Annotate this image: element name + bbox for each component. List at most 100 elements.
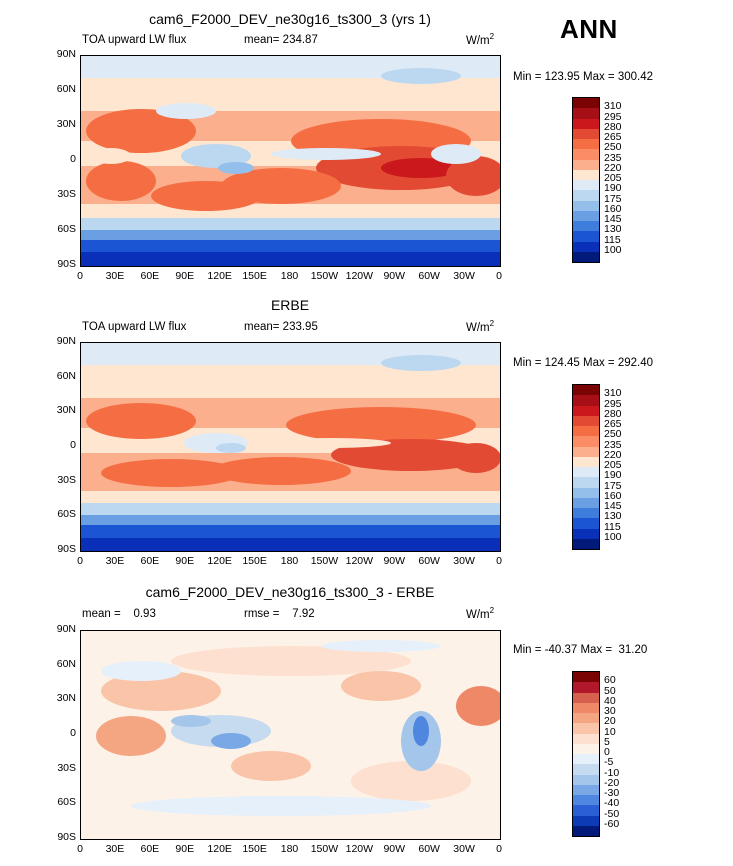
panel2-colorbar [572,384,600,550]
lat-tick-label: 90S [57,543,76,555]
colorbar-swatch [573,405,599,416]
colorbar-swatch [573,446,599,457]
panel2-left-label: TOA upward LW flux [82,321,187,333]
colorbar-swatch [573,149,599,160]
lat-tick-label: 90S [57,831,76,843]
lon-tick-label: 90W [383,843,406,855]
colorbar-level-label: -40 [604,797,620,810]
colorbar-swatch [573,713,599,724]
lon-tick-label: 90E [175,555,195,567]
colorbar-swatch [573,815,599,826]
colorbar-swatch [573,723,599,734]
colorbar-level-label: 235 [604,438,622,451]
lon-tick-label: 150E [242,270,267,282]
lon-tick-label: 120E [207,843,232,855]
colorbar-swatch [573,528,599,539]
colorbar-level-label: 265 [604,131,622,143]
panel1-minmax: Min = 123.95 Max = 300.42 [513,71,654,83]
colorbar-level-label: 10 [604,725,616,738]
panel2-title: ERBE [270,297,310,313]
lon-tick-label: 150W [310,555,339,567]
colorbar-level-label: -30 [604,787,620,799]
colorbar-level-label: 280 [604,120,622,133]
panel2-mean-label: mean= 233.95 [244,321,318,333]
panel3-map [80,630,501,840]
colorbar-swatch [573,825,599,836]
colorbar-swatch [573,702,599,713]
panel1-left-label: TOA upward LW flux [82,34,187,46]
colorbar-level-label: 130 [604,223,622,236]
colorbar-level-label: 190 [604,469,622,482]
panel3-rmse-label: rmse = 7.92 [244,608,315,620]
lon-tick-label: 0 [77,843,83,855]
lon-tick-label: 0 [496,843,502,855]
colorbar-level-label: 235 [604,151,622,164]
panel1-units: W/m2 [466,32,495,47]
colorbar-swatch [573,692,599,703]
colorbar-level-label: 145 [604,500,622,512]
lon-tick-label: 120E [207,555,232,567]
colorbar-level-label: 295 [604,110,622,123]
lon-tick-label: 0 [496,555,502,567]
lon-tick-label: 60E [140,270,160,282]
lon-tick-label: 30E [105,270,125,282]
colorbar-level-label: 190 [604,182,622,195]
colorbar-swatch [573,487,599,498]
lat-tick-label: 30S [57,188,76,200]
lat-tick-label: 90N [56,335,76,347]
lon-tick-label: 150W [310,270,339,282]
panel2-units: W/m2 [466,319,495,334]
colorbar-level-label: 115 [604,520,621,533]
lat-tick-label: 90N [56,48,76,60]
panel3-field [81,631,500,839]
lon-tick-label: 60W [418,843,440,855]
lat-tick-label: 30S [57,761,76,774]
panel1-title: cam6_F2000_DEV_ne30g16_ts300_3 (yrs 1) [149,11,431,27]
panel1-colorbar [572,97,600,263]
panel3-units: W/m2 [466,606,495,621]
colorbar-swatch [573,426,599,437]
colorbar-swatch [573,200,599,211]
lon-tick-label: 90W [383,270,406,282]
lat-tick-label: 60S [57,508,76,521]
lon-tick-label: 90W [383,555,406,567]
colorbar-swatch [573,497,599,508]
lon-tick-label: 60E [140,555,160,567]
colorbar-swatch [573,467,599,478]
colorbar-swatch [573,805,599,816]
colorbar-level-label: -20 [604,776,620,789]
panel1-mean-label: mean= 234.87 [244,34,318,46]
colorbar-swatch [573,139,599,150]
colorbar-swatch [573,508,599,519]
colorbar-level-label: 115 [604,233,621,246]
lon-tick-label: 60W [418,270,440,282]
colorbar-level-label: 20 [604,715,616,728]
lon-tick-label: 0 [77,270,83,282]
colorbar-level-label: 205 [604,459,622,471]
colorbar-swatch [573,241,599,252]
colorbar-level-label: 60 [604,674,616,687]
colorbar-level-label: 0 [604,746,610,758]
colorbar-swatch [573,795,599,806]
colorbar-level-label: 250 [604,428,622,441]
panel2-field [81,343,500,551]
lon-tick-label: 30W [453,270,475,282]
panel2-map [80,342,501,552]
colorbar-swatch [573,98,599,109]
colorbar-swatch [573,477,599,488]
lon-tick-label: 30E [105,843,125,855]
lat-tick-label: 60N [56,83,76,95]
lon-tick-label: 60W [418,555,440,567]
lat-tick-label: 60S [57,223,76,235]
lon-tick-label: 120W [345,843,374,855]
colorbar-level-label: 205 [604,172,622,184]
lat-tick-label: 30N [56,692,76,705]
colorbar-swatch [573,128,599,139]
colorbar-level-label: -60 [604,817,620,830]
colorbar-swatch [573,180,599,191]
colorbar-level-label: 310 [604,100,622,113]
colorbar-level-label: 310 [604,387,622,400]
lon-tick-label: 180 [280,270,299,282]
lon-tick-label: 30W [453,843,475,855]
colorbar-swatch [573,754,599,765]
